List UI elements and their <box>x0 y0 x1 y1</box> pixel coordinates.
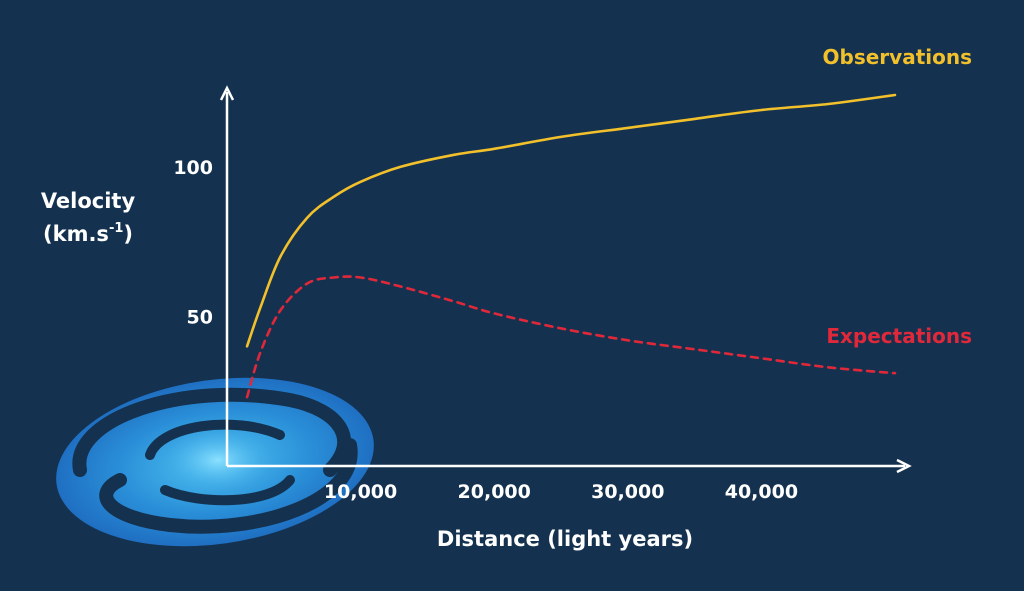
y-axis-title-line2: (km.s-1) <box>43 221 133 246</box>
y-axis-unit-superscript: -1 <box>109 221 123 236</box>
observations-series-label: Observations <box>823 45 972 69</box>
spiral-galaxy-icon <box>56 377 374 547</box>
x-tick-label: 20,000 <box>458 481 531 503</box>
y-axis-arrow <box>219 85 235 101</box>
observations-series-line <box>245 93 897 348</box>
chart-axes <box>219 85 912 474</box>
x-tick-label: 10,000 <box>324 481 397 503</box>
expectations-series-label: Expectations <box>826 324 972 348</box>
expectations-series-line <box>245 275 897 399</box>
y-axis-unit-close: ) <box>123 222 133 246</box>
y-tick-label: 100 <box>173 157 213 179</box>
x-tick-label: 40,000 <box>725 481 798 503</box>
x-axis-arrow <box>896 458 912 474</box>
y-tick-label: 50 <box>187 306 213 328</box>
x-tick-label: 30,000 <box>591 481 664 503</box>
y-axis-unit-base: (km.s <box>43 222 109 246</box>
y-axis-title-line1: Velocity <box>41 189 136 213</box>
x-axis-title: Distance (light years) <box>437 527 693 551</box>
